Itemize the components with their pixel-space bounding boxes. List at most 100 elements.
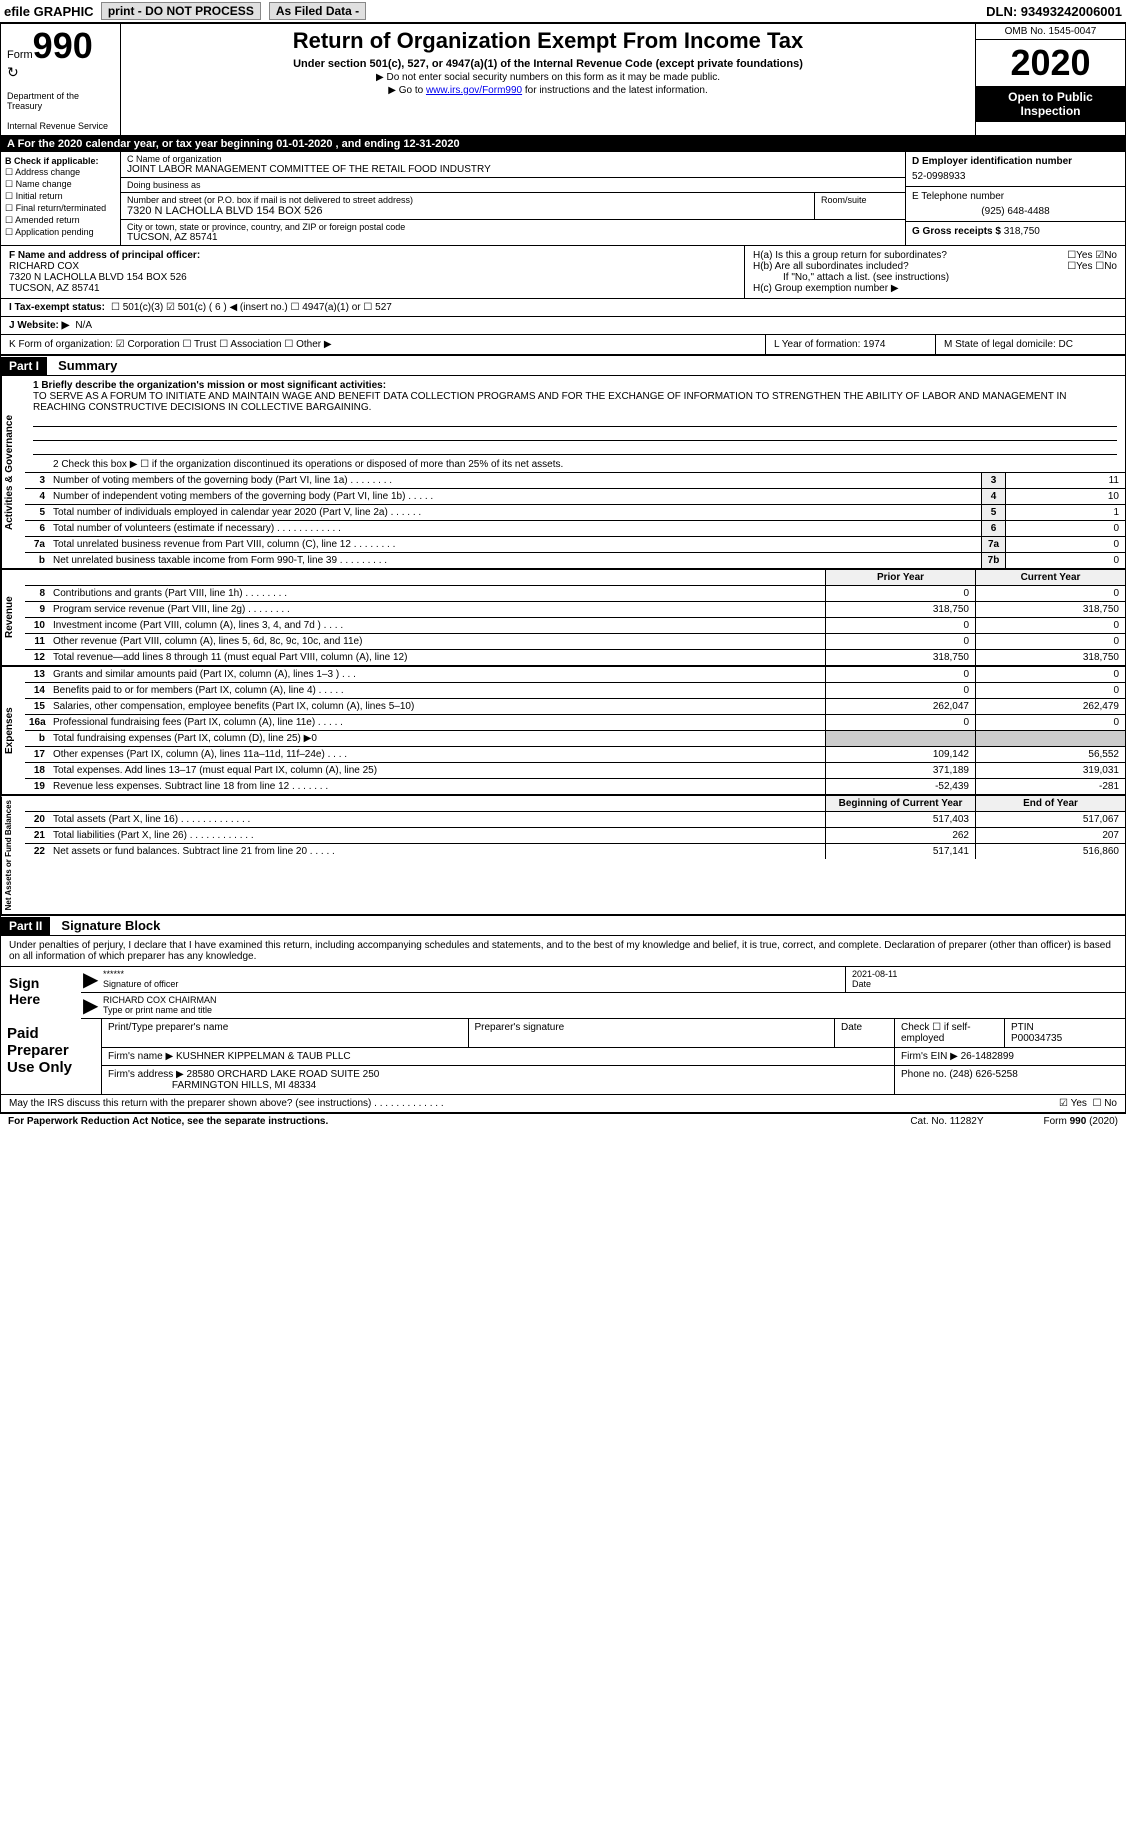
ein-value: 52-0998933 [912,171,1119,182]
ptin-value: P00034735 [1011,1033,1119,1044]
gross-label: G Gross receipts $ [912,226,1001,237]
form-label: Form [7,49,33,61]
ha-no[interactable]: ☑No [1095,250,1117,261]
top-toolbar: efile GRAPHIC print - DO NOT PROCESS As … [0,0,1126,23]
i-options: ☐ 501(c)(3) ☑ 501(c) ( 6 ) ◀ (insert no.… [111,302,392,313]
discuss-yes[interactable]: ☑ Yes [1059,1098,1087,1109]
firm-ein: 26-1482899 [961,1051,1014,1062]
l-value: 1974 [863,339,885,350]
officer-name-title: RICHARD COX CHAIRMAN [103,995,1119,1005]
discuss-text: May the IRS discuss this return with the… [9,1098,444,1109]
tel-label: E Telephone number [912,191,1119,202]
part1-header-row: Part I Summary [1,356,1125,376]
sig-date-label: Date [852,979,1119,989]
irs-link[interactable]: www.irs.gov/Form990 [426,85,522,96]
summary-line: 4Number of independent voting members of… [25,489,1125,505]
summary-line: 8Contributions and grants (Part VIII, li… [25,586,1125,602]
discuss-no[interactable]: ☐ No [1092,1098,1117,1109]
firm-addr2: FARMINGTON HILLS, MI 48334 [172,1080,316,1091]
summary-line: bNet unrelated business taxable income f… [25,553,1125,568]
summary-line: 11Other revenue (Part VIII, column (A), … [25,634,1125,650]
summary-line: 15Salaries, other compensation, employee… [25,699,1125,715]
col-b-checkboxes: B Check if applicable: ☐ Address change … [1,152,121,245]
officer-name-label: Type or print name and title [103,1005,1119,1015]
row-j-website: J Website: ▶ N/A [1,317,1125,335]
street-label: Number and street (or P.O. box if mail i… [127,195,808,205]
summary-line: 13Grants and similar amounts paid (Part … [25,667,1125,683]
summary-line: 22Net assets or fund balances. Subtract … [25,844,1125,859]
cb-initial[interactable]: ☐ Initial return [5,191,116,202]
part1-title: Summary [50,356,125,375]
header-center: Return of Organization Exempt From Incom… [121,24,975,135]
l1-text: TO SERVE AS A FORUM TO INITIATE AND MAIN… [33,391,1117,413]
asfiled-button[interactable]: As Filed Data - [269,2,366,20]
summary-line: 19Revenue less expenses. Subtract line 1… [25,779,1125,794]
row-k-form-org: K Form of organization: ☑ Corporation ☐ … [1,335,1125,356]
phone-label: Phone no. [901,1069,947,1080]
sig-officer-label: Signature of officer [103,979,839,989]
city-label: City or town, state or province, country… [127,222,899,232]
l1-label: 1 Briefly describe the organization's mi… [33,380,1117,391]
sign-here-block: Sign Here ▶ ******Signature of officer 2… [1,967,1125,1019]
officer-addr1: 7320 N LACHOLLA BLVD 154 BOX 526 [9,272,736,283]
summary-line: 16aProfessional fundraising fees (Part I… [25,715,1125,731]
vtab-ag: Activities & Governance [1,376,25,568]
vtab-revenue: Revenue [1,570,25,665]
vtab-net: Net Assets or Fund Balances [1,796,25,914]
form-number: 990 [33,25,93,66]
cb-final[interactable]: ☐ Final return/terminated [5,203,116,214]
org-name-label: C Name of organization [127,154,899,164]
dln-label: DLN: 93493242006001 [986,4,1122,19]
prep-check[interactable]: Check ☐ if self-employed [895,1019,1005,1047]
col-d-ids: D Employer identification number 52-0998… [905,152,1125,245]
footer-right: Form 990 (2020) [1044,1116,1118,1127]
sig-arrow-icon: ▶ [81,967,97,992]
dba-label: Doing business as [127,180,899,190]
footer-left: For Paperwork Reduction Act Notice, see … [8,1116,328,1127]
cb-pending[interactable]: ☐ Application pending [5,227,116,238]
form-subtitle: Under section 501(c), 527, or 4947(a)(1)… [129,58,967,70]
form-title: Return of Organization Exempt From Incom… [129,28,967,54]
paid-preparer-block: Paid Preparer Use Only Print/Type prepar… [1,1019,1125,1095]
hb-note: If "No," attach a list. (see instruction… [753,272,1117,283]
cb-name[interactable]: ☐ Name change [5,179,116,190]
summary-ag: Activities & Governance 1 Briefly descri… [1,376,1125,570]
name-arrow-icon: ▶ [81,993,97,1018]
i-label: I Tax-exempt status: [9,302,105,313]
summary-line: 9Program service revenue (Part VIII, lin… [25,602,1125,618]
officer-name: RICHARD COX [9,261,736,272]
part2-badge: Part II [1,917,50,935]
m-label: M State of legal domicile: [944,339,1056,350]
print-button[interactable]: print - DO NOT PROCESS [101,2,261,20]
k-left: K Form of organization: ☑ Corporation ☐ … [1,335,765,354]
firm-name-label: Firm's name ▶ [108,1051,173,1062]
hb-no[interactable]: ☐No [1095,261,1117,272]
summary-net: Net Assets or Fund Balances Beginning of… [1,796,1125,916]
gross-value: 318,750 [1004,226,1040,237]
irs-label: Internal Revenue Service [7,121,114,131]
summary-line: 7aTotal unrelated business revenue from … [25,537,1125,553]
ha-label: H(a) Is this a group return for subordin… [753,250,947,261]
room-label: Room/suite [815,193,905,219]
m-value: DC [1059,339,1073,350]
omb-number: OMB No. 1545-0047 [976,24,1125,40]
summary-expenses: Expenses 13Grants and similar amounts pa… [1,667,1125,796]
header-right: OMB No. 1545-0047 2020 Open to Public In… [975,24,1125,135]
org-name: JOINT LABOR MANAGEMENT COMMITTEE OF THE … [127,164,899,175]
summary-line: 5Total number of individuals employed in… [25,505,1125,521]
l2-row: 2 Check this box ▶ ☐ if the organization… [25,457,1125,473]
summary-line: 10Investment income (Part VIII, column (… [25,618,1125,634]
section-identity: B Check if applicable: ☐ Address change … [1,152,1125,246]
firm-addr-label: Firm's address ▶ [108,1069,184,1080]
firm-name: KUSHNER KIPPELMAN & TAUB PLLC [176,1051,351,1062]
summary-line: 6Total number of volunteers (estimate if… [25,521,1125,537]
ha-yes[interactable]: ☐Yes [1067,250,1092,261]
dept-label: Department of the Treasury [7,91,114,111]
officer-label: F Name and address of principal officer: [9,250,736,261]
efile-label: efile GRAPHIC [4,4,94,19]
hb-yes[interactable]: ☐Yes [1067,261,1092,272]
cb-addr[interactable]: ☐ Address change [5,167,116,178]
city-value: TUCSON, AZ 85741 [127,232,899,243]
cb-amended[interactable]: ☐ Amended return [5,215,116,226]
tel-value: (925) 648-4488 [912,206,1119,217]
